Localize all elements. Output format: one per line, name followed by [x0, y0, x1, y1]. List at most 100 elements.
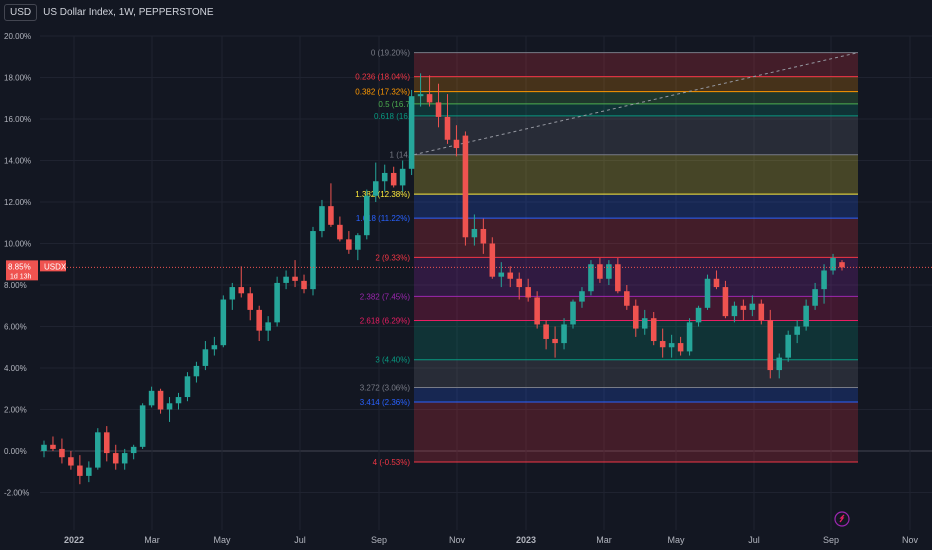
candle-body: [570, 301, 576, 325]
y-tick-label: -2.00%: [4, 489, 29, 498]
candle-body: [364, 195, 370, 236]
x-tick-label: 2022: [64, 535, 84, 545]
candle-body: [112, 453, 119, 464]
candle-body: [265, 322, 271, 331]
candle-body: [588, 264, 594, 292]
x-tick-label: Jul: [748, 535, 760, 545]
candle-body: [659, 341, 666, 348]
fib-level-label: 2 (9.33%): [375, 253, 410, 262]
candle-body: [310, 231, 316, 290]
candle-body: [381, 172, 388, 182]
fib-zone-fill: [414, 115, 858, 155]
fib-zone-fill: [414, 387, 858, 403]
candle-body: [830, 258, 836, 271]
symbol-tag-box: [40, 260, 66, 272]
candle-body: [489, 243, 496, 277]
candle-body: [256, 309, 262, 331]
candle-body: [624, 291, 630, 306]
candle-body: [86, 467, 92, 476]
chart-title: US Dollar Index, 1W, PEPPERSTONE: [43, 6, 214, 18]
candle-body: [534, 297, 540, 325]
price-tag-box: [6, 260, 38, 281]
y-tick-label: 2.00%: [4, 406, 27, 415]
candle-body: [785, 334, 791, 358]
y-tick-label: 16.00%: [4, 115, 31, 124]
candle-body: [803, 305, 809, 327]
candle-body: [480, 228, 487, 244]
candle-body: [238, 287, 245, 294]
candle-body: [337, 224, 343, 240]
fib-level-label: 3.414 (2.36%): [360, 398, 411, 407]
candle-body: [390, 172, 397, 186]
symbol-box[interactable]: USD: [4, 3, 38, 21]
price-tag-countdown: 1d 13h: [10, 273, 32, 280]
fibonacci-extension-tool[interactable]: 0 (19.20%) 0.236 (18.04%) 0.382 (17.32%) 0.…: [355, 49, 859, 467]
candle-body: [794, 326, 800, 335]
candle-body: [579, 291, 585, 302]
candle-body: [68, 457, 74, 466]
fib-level-label: 1.382 (12.38%): [355, 190, 410, 199]
candle-body: [462, 135, 469, 238]
x-tick-label: Nov: [902, 535, 919, 545]
candle-body: [95, 432, 101, 468]
fib-level-label: 3 (4.40%): [375, 356, 410, 365]
y-tick-label: 12.00%: [4, 198, 31, 207]
candle-body: [139, 405, 146, 447]
fib-level-label: 0.382 (17.32%): [355, 88, 410, 97]
fib-level-label: 2.382 (7.45%): [360, 292, 411, 301]
candle-body: [615, 264, 621, 292]
candle-body: [283, 276, 289, 283]
y-tick-label: 14.00%: [4, 157, 31, 166]
fib-level-label: 1 (14.: [390, 151, 410, 160]
candle-body: [749, 303, 756, 310]
fib-level-label: 3.272 (3.06%): [360, 384, 411, 393]
y-tick-label: 18.00%: [4, 74, 31, 83]
candle-body: [292, 276, 298, 281]
candle-body: [731, 305, 738, 317]
candle-body: [561, 324, 567, 344]
fib-zone-fill: [414, 52, 858, 77]
candle-body: [677, 343, 684, 352]
candle-body: [103, 432, 110, 454]
candle-body: [220, 299, 227, 346]
candle-body: [516, 278, 522, 288]
candle-body: [121, 453, 128, 464]
candle-body: [498, 272, 505, 277]
fib-zone-fill: [414, 359, 858, 388]
candle-body: [202, 349, 209, 366]
candle-body: [444, 116, 451, 140]
x-tick-label: Sep: [371, 535, 387, 545]
candle-body: [821, 270, 827, 290]
x-tick-label: Mar: [596, 535, 612, 545]
candle-body: [301, 280, 307, 290]
candle-body: [184, 376, 191, 398]
fib-zone-fill: [414, 402, 858, 462]
candle-body: [839, 262, 845, 268]
candle-body: [686, 322, 693, 352]
candle-body: [740, 305, 747, 310]
candlestick-series: [41, 73, 845, 485]
candle-body: [346, 239, 352, 250]
fib-trend-line: [413, 52, 859, 156]
x-tick-label: Sep: [823, 535, 839, 545]
candle-body: [632, 305, 639, 329]
candle-body: [704, 278, 711, 308]
fib-zone-fill: [414, 76, 858, 92]
time-axis-icon[interactable]: [834, 511, 850, 527]
candle-body: [211, 345, 218, 350]
candle-body: [650, 318, 657, 342]
fib-level-label: 2.618 (6.29%): [360, 316, 411, 325]
candle-body: [355, 235, 361, 250]
y-tick-label: 6.00%: [4, 323, 27, 332]
x-axis: 2022 Mar May Jul Sep Nov 2023 Mar May Jul Sep Nov: [64, 535, 919, 545]
candle-body: [50, 444, 56, 449]
candle-body: [668, 343, 675, 348]
candle-body: [758, 303, 765, 321]
candle-body: [319, 206, 325, 232]
fib-level-label: 0.5 (16.7: [378, 100, 410, 109]
candle-body: [435, 102, 442, 117]
grid-lines: [40, 35, 932, 530]
candle-body: [767, 320, 774, 371]
candle-body: [606, 264, 612, 279]
